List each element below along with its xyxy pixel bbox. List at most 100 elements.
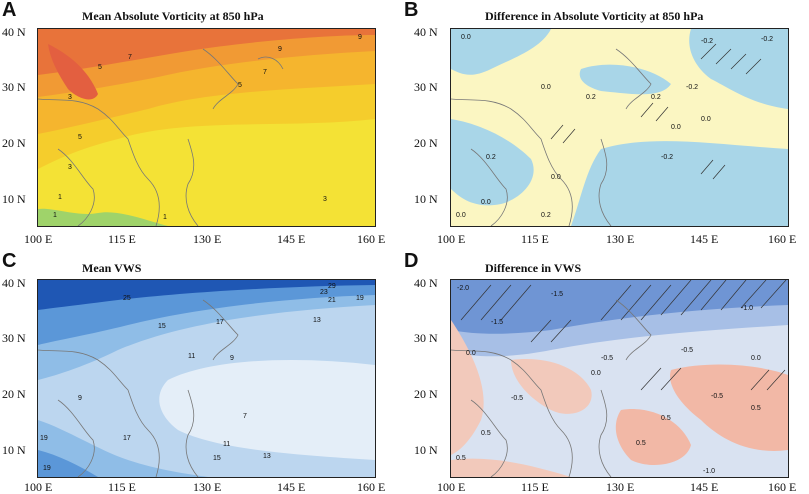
c-x-tick-160: 160 E [357,480,386,494]
svg-text:-0.2: -0.2 [686,84,698,91]
svg-text:0.0: 0.0 [701,116,711,123]
svg-text:5: 5 [78,134,82,141]
b-x-tick-100: 100 E [437,232,466,246]
d-x-tick-160: 160 E [768,480,797,494]
vorticity-band-9 [38,29,375,75]
b-y-tick-40: 40 N [414,25,438,39]
a-y-tick-10: 10 N [2,192,26,206]
svg-text:0.5: 0.5 [661,415,671,422]
a-x-tick-160: 160 E [357,232,386,246]
svg-text:-2.0: -2.0 [457,285,469,292]
svg-text:11: 11 [223,441,230,448]
vws-band-south [38,420,208,477]
svg-text:-0.2: -0.2 [761,36,773,43]
vwsdiff-neg-strong [451,280,788,334]
a-y-tick-40: 40 N [2,25,26,39]
svg-text:13: 13 [263,453,271,460]
d-x-tick-145: 145 E [690,480,719,494]
svg-text:19: 19 [43,465,51,472]
d-y-tick-20: 20 N [414,387,438,401]
c-x-tick-130: 130 E [193,480,222,494]
svg-text:5: 5 [238,82,242,89]
panel-c-letter: C [2,250,17,272]
c-y-tick-10: 10 N [2,443,26,457]
svg-text:0.0: 0.0 [551,174,561,181]
a-x-tick-130: 130 E [193,232,222,246]
vwsdiff-pos-region [451,458,571,477]
svg-text:0.0: 0.0 [671,124,681,131]
c-x-tick-100: 100 E [24,480,53,494]
svg-text:17: 17 [123,435,131,442]
coastline [38,299,239,477]
coastline [38,48,284,226]
svg-text:0.5: 0.5 [636,440,646,447]
svg-text:1: 1 [53,212,57,219]
b-y-tick-10: 10 N [414,192,438,206]
svg-text:-0.5: -0.5 [601,355,613,362]
svg-text:23: 23 [320,289,328,296]
svg-text:7: 7 [243,413,247,420]
svg-text:15: 15 [158,323,166,330]
panel-b-map: 0.0 -0.2 -0.2 0.2 0.0 0.2 -0.2 0.0 0.0 0… [450,28,789,227]
c-x-tick-145: 145 E [277,480,306,494]
svg-text:13: 13 [313,317,321,324]
d-x-tick-100: 100 E [437,480,466,494]
negative-region [689,29,788,109]
svg-text:29: 29 [328,283,336,290]
svg-text:5: 5 [98,64,102,71]
svg-text:9: 9 [230,355,234,362]
b-x-tick-115: 115 E [521,232,549,246]
svg-text:-0.2: -0.2 [701,38,713,45]
svg-text:-1.0: -1.0 [703,468,715,475]
a-x-tick-100: 100 E [24,232,53,246]
svg-text:0.2: 0.2 [651,94,661,101]
svg-text:7: 7 [128,54,132,61]
svg-text:-0.2: -0.2 [661,154,673,161]
svg-text:17: 17 [216,319,224,326]
panel-b-letter: B [404,0,419,21]
svg-text:3: 3 [68,164,72,171]
contour-labels-d: -2.0 -1.5 -1.0 -1.5 -0.5 0.0 0.0 -0.5 -0… [456,285,761,475]
b-x-tick-130: 130 E [606,232,635,246]
svg-text:0.0: 0.0 [751,355,761,362]
panel-d-map: -2.0 -1.5 -1.0 -1.5 -0.5 0.0 0.0 -0.5 -0… [450,279,789,478]
panel-a-letter: A [2,0,17,21]
vwsdiff-pos-region [451,320,484,455]
svg-text:0.0: 0.0 [456,212,466,219]
negative-region [579,64,671,95]
svg-text:9: 9 [358,34,362,41]
svg-text:-1.0: -1.0 [741,305,753,312]
coastline [451,48,652,226]
svg-text:0.0: 0.0 [481,199,491,206]
b-x-tick-160: 160 E [768,232,797,246]
svg-text:-1.5: -1.5 [491,319,503,326]
svg-text:0.5: 0.5 [481,430,491,437]
vwsdiff-pos-region [511,359,592,414]
svg-text:21: 21 [328,297,336,304]
svg-text:9: 9 [278,46,282,53]
d-y-tick-30: 30 N [414,331,438,345]
svg-text:15: 15 [213,455,221,462]
svg-text:0.0: 0.0 [466,350,476,357]
d-x-tick-130: 130 E [606,480,635,494]
svg-text:0.0: 0.0 [591,370,601,377]
svg-text:-0.5: -0.5 [511,395,523,402]
panel-c-title: Mean VWS [82,261,142,275]
vws-band-south-high [38,450,98,477]
svg-text:3: 3 [323,196,327,203]
b-y-tick-20: 20 N [414,136,438,150]
hatching [460,280,787,391]
panel-d-title: Difference in VWS [485,261,582,275]
svg-text:-0.5: -0.5 [681,347,693,354]
panel-a-map: 9 9 7 5 5 3 3 1 1 7 5 3 1 [37,28,376,227]
svg-text:0.5: 0.5 [751,405,761,412]
vorticity-max-region [48,44,98,100]
svg-text:11: 11 [188,353,195,360]
a-y-tick-20: 20 N [2,136,26,150]
svg-text:0.0: 0.0 [541,84,551,91]
vorticity-min-region [38,208,168,226]
panel-c-map: 29 25 23 21 19 17 15 13 11 9 9 7 11 13 1… [37,279,376,478]
svg-text:0.2: 0.2 [486,154,496,161]
svg-text:19: 19 [40,435,48,442]
svg-text:0.2: 0.2 [541,212,551,219]
